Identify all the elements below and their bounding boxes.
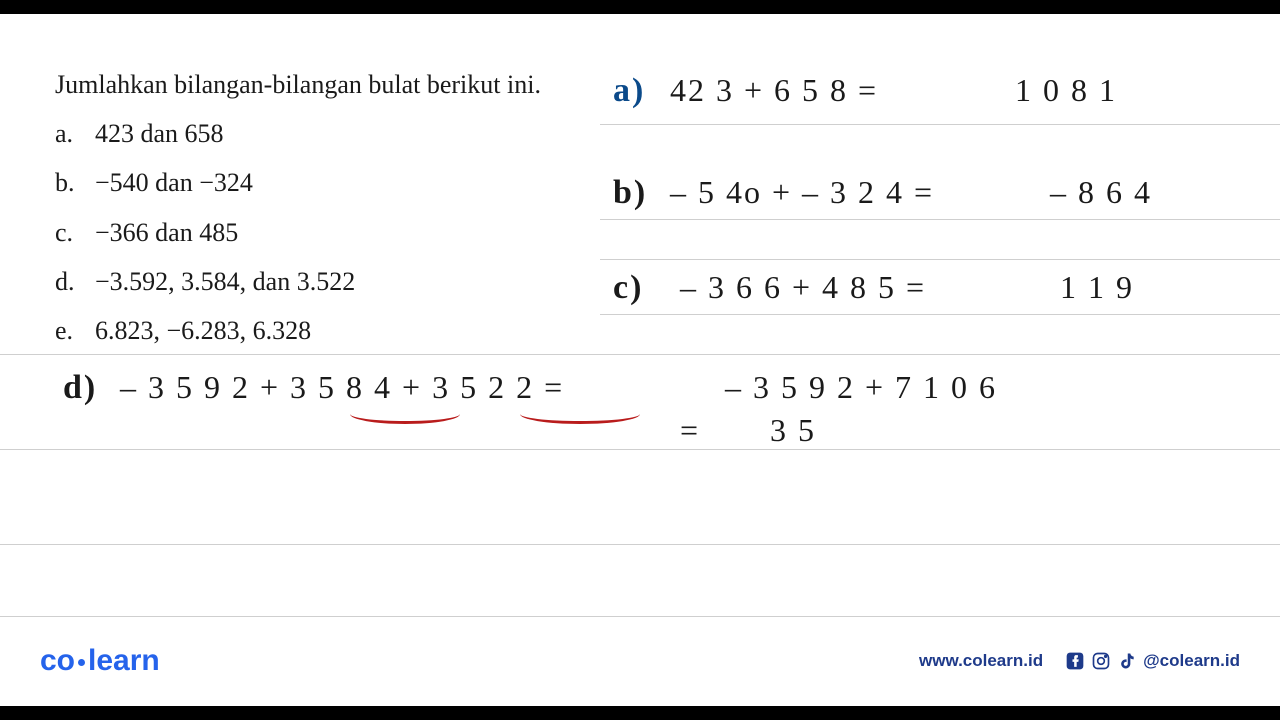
item-text: −366 dan 485	[95, 217, 238, 248]
hw-label-a: a)	[613, 72, 645, 110]
underline-curve-2	[520, 404, 640, 424]
facebook-icon	[1065, 651, 1085, 671]
item-letter: b.	[55, 167, 95, 198]
underline-curve-1	[350, 404, 460, 424]
hline	[600, 259, 1280, 260]
bottom-bar	[0, 706, 1280, 720]
hw-rhs1-d: – 3 5 9 2 + 7 1 0 6	[725, 369, 997, 406]
question-item-e: e. 6.823, −6.283, 6.328	[55, 315, 585, 346]
hw-result-c: 1 1 9	[1060, 269, 1134, 306]
hline	[0, 449, 1280, 450]
logo-co: co	[40, 644, 75, 677]
hw-result-a: 1 0 8 1	[1015, 72, 1117, 109]
question-item-b: b. −540 dan −324	[55, 167, 585, 198]
hw-result-b: – 8 6 4	[1050, 174, 1152, 211]
hw-expr-a: 42 3 + 6 5 8 =	[670, 72, 878, 109]
hw-label-b: b)	[613, 174, 647, 212]
hw-eq2-d: =	[680, 412, 700, 449]
hw-label-c: c)	[613, 269, 643, 307]
question-item-a: a. 423 dan 658	[55, 118, 585, 149]
item-text: −540 dan −324	[95, 167, 253, 198]
top-bar	[0, 0, 1280, 14]
logo-dot-icon	[78, 659, 85, 666]
item-letter: d.	[55, 266, 95, 297]
item-text: 423 dan 658	[95, 118, 224, 149]
hw-expr-d: – 3 5 9 2 + 3 5 8 4 + 3 5 2 2 =	[120, 369, 564, 406]
footer-handle: @colearn.id	[1143, 651, 1240, 671]
footer-right: www.colearn.id @colearn.id	[919, 651, 1240, 671]
item-letter: a.	[55, 118, 95, 149]
logo-learn: learn	[88, 644, 160, 677]
hw-label-d: d)	[63, 369, 97, 407]
item-letter: c.	[55, 217, 95, 248]
question-block: Jumlahkan bilangan-bilangan bulat beriku…	[55, 69, 585, 364]
hline	[600, 314, 1280, 315]
hw-expr-b: – 5 4o + – 3 2 4 =	[670, 174, 934, 211]
hline	[600, 124, 1280, 125]
item-text: 6.823, −6.283, 6.328	[95, 315, 311, 346]
item-letter: e.	[55, 315, 95, 346]
instagram-icon	[1091, 651, 1111, 671]
social-icons: @colearn.id	[1065, 651, 1240, 671]
hline	[0, 616, 1280, 617]
item-text: −3.592, 3.584, dan 3.522	[95, 266, 355, 297]
footer: colearn www.colearn.id @colearn.id	[0, 636, 1280, 686]
question-item-d: d. −3.592, 3.584, dan 3.522	[55, 266, 585, 297]
tiktok-icon	[1117, 651, 1137, 671]
hw-expr-c: – 3 6 6 + 4 8 5 =	[680, 269, 926, 306]
question-title: Jumlahkan bilangan-bilangan bulat beriku…	[55, 69, 585, 100]
hline	[600, 219, 1280, 220]
brand-logo: colearn	[40, 644, 160, 678]
hw-rhs2-d: 3 5	[770, 412, 816, 449]
content-area: Jumlahkan bilangan-bilangan bulat beriku…	[0, 14, 1280, 706]
footer-url: www.colearn.id	[919, 651, 1043, 671]
question-item-c: c. −366 dan 485	[55, 217, 585, 248]
hline	[0, 544, 1280, 545]
